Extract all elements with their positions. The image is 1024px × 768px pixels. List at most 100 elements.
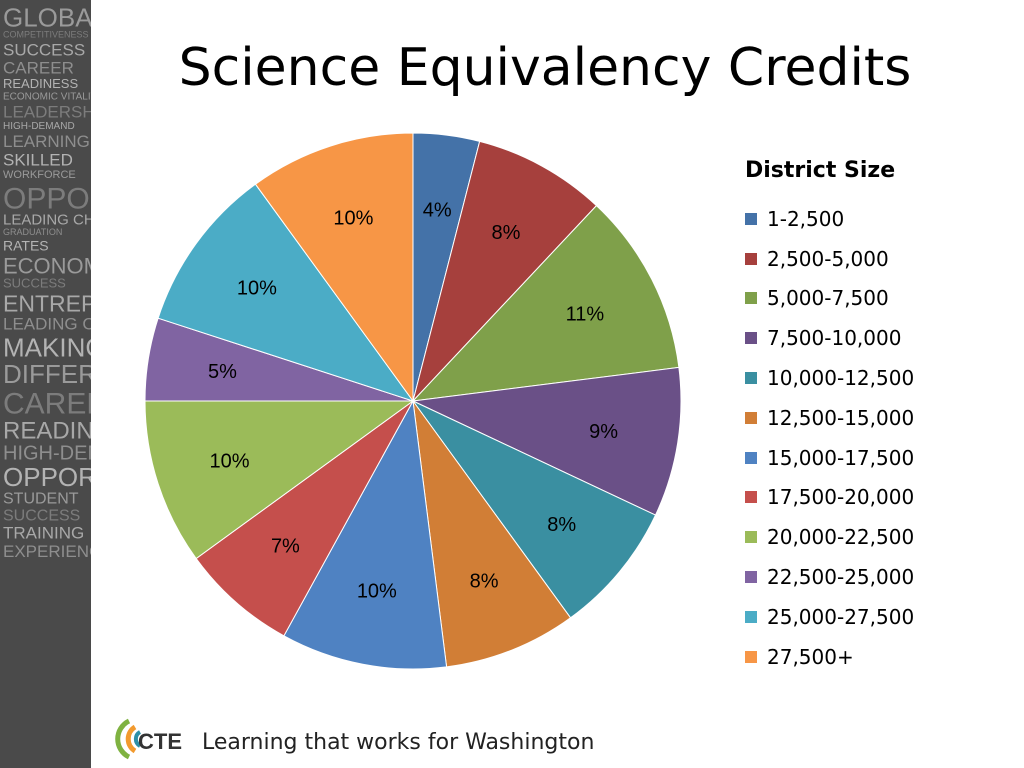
legend-item-12: 27,500+ (745, 637, 914, 677)
pie-slice-4 (411, 366, 682, 516)
sidebar-word: MAKING A (3, 332, 91, 362)
legend-item-5: 10,000-12,500 (745, 358, 914, 398)
legend: District Size 1-2,500 2,500-5,000 5,000-7,… (745, 158, 914, 677)
legend-swatch (745, 451, 757, 464)
sidebar-word: GLOBAL (3, 3, 91, 33)
logo-arc-orange (125, 724, 137, 754)
footer-tagline: Learning that works for Washington (202, 730, 595, 755)
legend-swatch (745, 212, 757, 225)
sidebar-word: CAREER (3, 59, 74, 78)
legend-item-3: 5,000-7,500 (745, 279, 914, 319)
data-label-11: 10% (237, 278, 277, 300)
legend-item-6: 12,500-15,000 (745, 398, 914, 438)
legend-label: 27,500+ (767, 644, 854, 669)
logo-arc-teal (133, 730, 142, 748)
pie-slice-8 (195, 400, 414, 637)
decorative-word-sidebar: GLOBALCOMPETITIVENESSSUCCESSCAREERREADIN… (0, 0, 91, 768)
legend-item-8: 17,500-20,000 (745, 478, 914, 518)
sidebar-word: HIGH-DEMAND (3, 121, 75, 132)
sidebar-word: RATES (3, 237, 49, 253)
legend-label: 15,000-17,500 (767, 445, 915, 470)
pie-slice-5 (412, 400, 657, 619)
legend-swatch (745, 411, 757, 424)
legend-item-9: 20,000-22,500 (745, 517, 914, 557)
sidebar-word: ECONOMIC VITALITY (3, 91, 91, 102)
legend-label: 7,500-10,000 (767, 326, 902, 351)
word-collage: GLOBALCOMPETITIVENESSSUCCESSCAREERREADIN… (3, 3, 91, 561)
logo-arc-green (115, 718, 131, 760)
legend-label: 20,000-22,500 (767, 525, 915, 550)
legend-label: 10,000-12,500 (767, 366, 915, 391)
pie-slice-11 (157, 183, 415, 402)
sidebar-word: GRADUATION (3, 227, 62, 237)
data-label-6: 8% (470, 570, 499, 592)
legend-label: 2,500-5,000 (767, 246, 889, 271)
sidebar-word: READINESS (3, 76, 78, 91)
sidebar-word: EXPERIENCE (3, 542, 91, 561)
sidebar-word: OPPORTUNITY (3, 462, 91, 492)
logo-text: CTE (138, 729, 182, 754)
sidebar-word: STUDENT (3, 490, 79, 507)
legend-swatch (745, 650, 757, 663)
legend-swatch (745, 292, 757, 305)
data-label-10: 5% (208, 361, 237, 383)
legend-swatch (745, 332, 757, 345)
data-label-1: 4% (423, 200, 452, 222)
legend-swatch (745, 571, 757, 584)
data-label-12: 10% (333, 207, 373, 229)
legend-item-2: 2,500-5,000 (745, 239, 914, 279)
data-label-4: 9% (589, 421, 618, 443)
sidebar-word: COMPETITIVENESS (3, 29, 89, 39)
sidebar-word: SUCCESS (3, 40, 85, 59)
legend-item-7: 15,000-17,500 (745, 438, 914, 478)
sidebar-word: SUCCESS (3, 276, 66, 291)
legend-item-10: 22,500-25,000 (745, 557, 914, 597)
sidebar-word: LEADING CHANGE (3, 212, 91, 229)
legend-title: District Size (745, 158, 896, 183)
data-label-7: 10% (357, 581, 397, 603)
pie-slice-7 (283, 399, 448, 670)
legend-swatch (745, 491, 757, 504)
sidebar-word: LEARNING (3, 132, 90, 151)
sidebar-word: SKILLED (3, 150, 73, 169)
data-label-2: 8% (492, 222, 521, 244)
data-label-8: 7% (271, 536, 300, 558)
legend-label: 17,500-20,000 (767, 485, 915, 510)
pie-chart: 4% 8% 11% 9% 8% 8% 10% 7% 10% 5% 10% 10% (144, 132, 682, 670)
pie-slice-12 (254, 132, 414, 403)
legend-swatch (745, 531, 757, 544)
data-label-3: 11% (566, 303, 605, 325)
data-label-9: 10% (209, 451, 249, 473)
sidebar-word: DIFFERENCE (3, 359, 91, 389)
sidebar-word: OPPORTUNITY (3, 182, 91, 215)
pie-slice-3 (411, 204, 680, 402)
data-label-5: 8% (547, 514, 576, 536)
legend-label: 12,500-15,000 (767, 405, 915, 430)
legend-items: 1-2,500 2,500-5,000 5,000-7,500 7,500-10,00… (745, 199, 914, 677)
sidebar-word: ENTREPRENEUR (3, 291, 91, 317)
legend-item-11: 25,000-27,500 (745, 597, 914, 637)
pie-slice-2 (412, 140, 598, 402)
sidebar-word: LEADING CHANGE (3, 315, 91, 334)
legend-swatch (745, 252, 757, 265)
legend-label: 1-2,500 (767, 206, 845, 231)
sidebar-word: TRAINING (3, 524, 84, 543)
sidebar-word: ECONOMIC (3, 253, 91, 278)
legend-swatch (745, 372, 757, 385)
legend-label: 5,000-7,500 (767, 286, 889, 311)
sidebar-word: WORKFORCE (3, 169, 76, 181)
legend-item-1: 1-2,500 (745, 199, 914, 239)
legend-label: 22,500-25,000 (767, 565, 915, 590)
chart-title: Science Equivalency Credits (178, 38, 912, 98)
legend-label: 25,000-27,500 (767, 604, 915, 629)
cte-logo: CTE (115, 718, 182, 760)
sidebar-word: LEADERSHIP (3, 103, 91, 122)
sidebar-word: HIGH-DEMAND (3, 442, 91, 464)
sidebar-word: SUCCESS (3, 507, 80, 524)
sidebar-word: CAREER (3, 388, 91, 421)
pie-slice-6 (412, 400, 572, 668)
pie-slice-9 (144, 400, 415, 560)
legend-swatch (745, 610, 757, 623)
legend-item-4: 7,500-10,000 (745, 318, 914, 358)
sidebar-word: READINESS (3, 417, 91, 444)
